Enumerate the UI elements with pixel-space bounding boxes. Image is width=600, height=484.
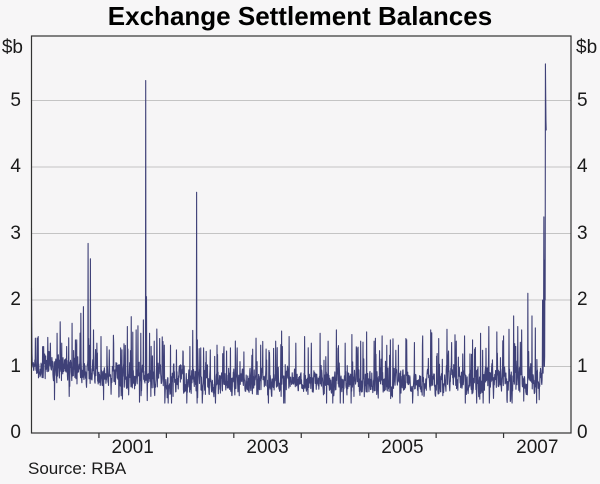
y-tick-label-left: 5: [10, 89, 21, 111]
data-line: [30, 63, 547, 404]
y-tick-label-right: 2: [577, 289, 588, 310]
y-tick-label-right: 0: [577, 422, 588, 443]
y-tick-label-right: 1: [577, 355, 588, 377]
y-tick-label-left: 0: [10, 422, 21, 443]
y-tick-label-left: 4: [10, 156, 21, 177]
chart-title: Exchange Settlement Balances: [107, 1, 493, 31]
x-tick-label: 2007: [516, 437, 559, 458]
y-axis-unit-left: $b: [1, 37, 23, 58]
x-tick-label: 2001: [111, 437, 154, 458]
y-tick-label-right: 3: [577, 222, 588, 244]
y-tick-label-left: 2: [10, 289, 21, 310]
x-tick-label: 2005: [381, 437, 424, 458]
y-tick-label-left: 1: [10, 355, 21, 377]
y-tick-label-right: 4: [577, 156, 588, 177]
x-tick-label: 2003: [246, 437, 289, 458]
source-note: Source: RBA: [28, 459, 127, 478]
y-tick-label-right: 5: [577, 89, 588, 111]
y-tick-label-left: 3: [10, 222, 21, 244]
y-axis-unit-right: $b: [576, 37, 598, 58]
